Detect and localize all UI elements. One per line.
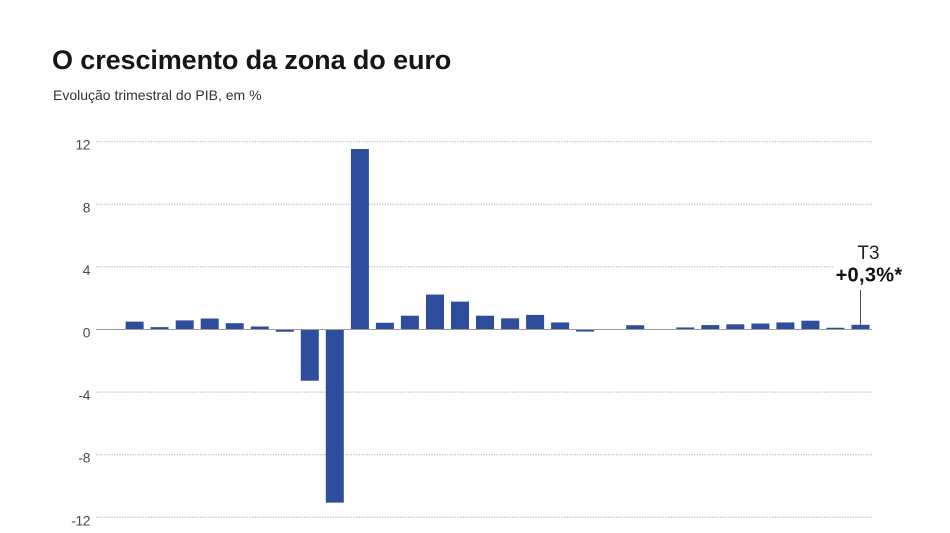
svg-text:12: 12 xyxy=(75,138,90,153)
svg-text:-8: -8 xyxy=(79,451,91,466)
svg-text:4: 4 xyxy=(83,263,91,278)
svg-text:0: 0 xyxy=(83,326,91,341)
svg-text:T3: T3 xyxy=(857,243,879,264)
svg-text:-4: -4 xyxy=(79,388,91,403)
svg-text:-12: -12 xyxy=(71,513,90,528)
svg-text:+0,3%*: +0,3%* xyxy=(836,265,903,287)
svg-text:8: 8 xyxy=(83,200,91,215)
